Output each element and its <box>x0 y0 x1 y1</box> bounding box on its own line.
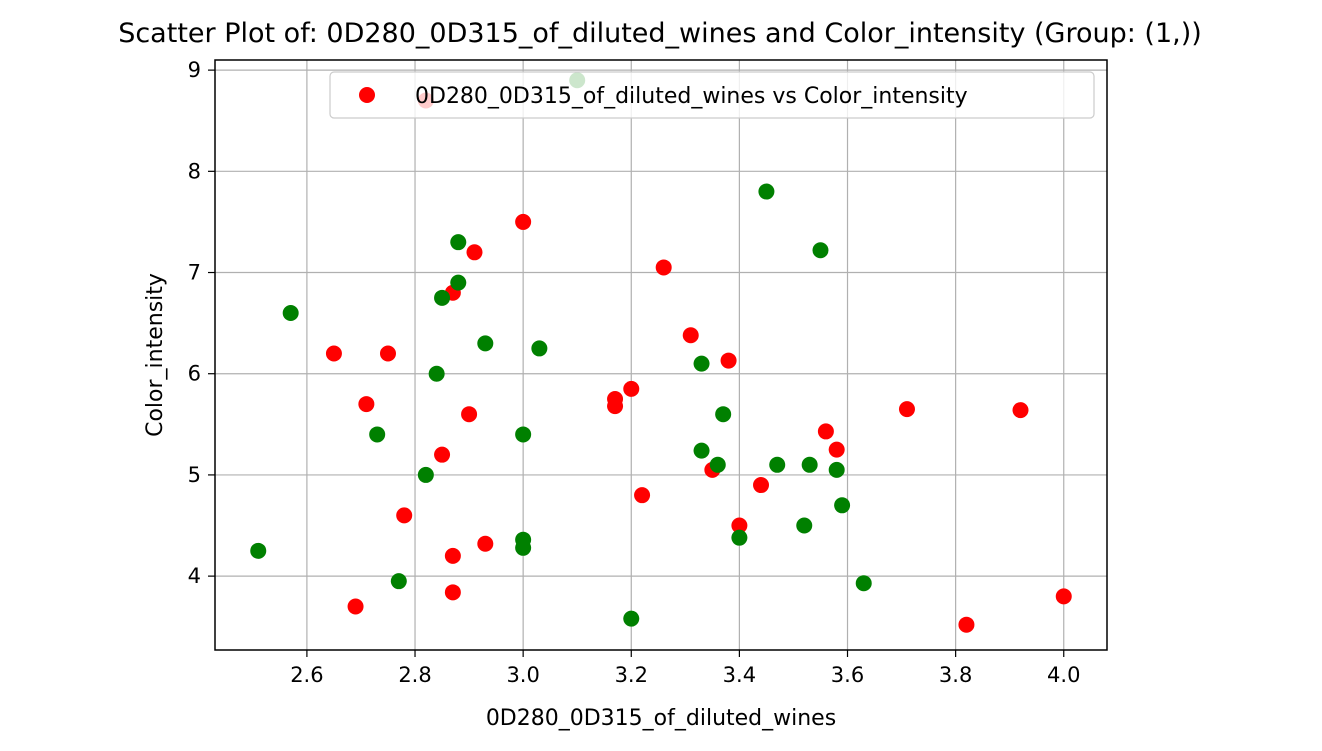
data-point-red <box>1012 402 1029 419</box>
data-point-green <box>477 335 494 352</box>
data-point-green <box>693 355 710 372</box>
data-point-red <box>898 401 915 418</box>
data-point-red <box>753 477 770 494</box>
data-point-red <box>731 517 748 534</box>
data-point-green <box>515 539 532 556</box>
grid-lines <box>215 60 1107 650</box>
data-point-red <box>634 487 651 504</box>
data-point-green <box>769 456 786 473</box>
y-tick-label: 8 <box>188 159 201 183</box>
data-point-green <box>834 497 851 514</box>
plot-area-frame <box>214 59 1108 651</box>
y-axis-label: Color_intensity <box>143 273 168 437</box>
data-point-red <box>477 535 494 552</box>
legend: 0D280_0D315_of_diluted_wines vs Color_in… <box>329 71 1095 119</box>
legend-marker-red <box>359 87 375 103</box>
data-point-red <box>466 244 483 261</box>
data-point-red <box>682 327 699 344</box>
data-point-green <box>796 517 813 534</box>
x-tick-label: 3.0 <box>506 663 539 687</box>
y-tick-label: 7 <box>188 261 201 285</box>
x-tick-label: 2.8 <box>398 663 431 687</box>
x-tick-label: 3.8 <box>939 663 972 687</box>
data-point-red <box>958 616 975 633</box>
data-point-green <box>390 573 407 590</box>
x-tick-label: 3.2 <box>615 663 648 687</box>
data-point-green <box>450 274 467 291</box>
data-point-red <box>1055 588 1072 605</box>
y-tick-label: 5 <box>188 463 201 487</box>
data-point-green <box>801 456 818 473</box>
data-point-red <box>325 345 342 362</box>
data-point-green <box>531 340 548 357</box>
y-tick-label: 9 <box>188 58 201 82</box>
data-point-green <box>715 406 732 423</box>
data-point-red <box>515 213 532 230</box>
data-point-red <box>461 406 478 423</box>
y-axis-ticks: 4 5 6 7 8 9 <box>188 58 215 588</box>
data-point-green <box>450 234 467 251</box>
x-axis-ticks: 2.6 2.8 3.0 3.2 3.4 3.6 3.8 4.0 <box>290 650 1080 687</box>
x-tick-label: 2.6 <box>290 663 323 687</box>
data-point-red <box>607 398 624 415</box>
x-tick-label: 3.4 <box>723 663 756 687</box>
data-point-green <box>731 529 748 546</box>
data-point-red <box>444 547 461 564</box>
data-point-red <box>817 423 834 440</box>
data-points <box>250 72 1072 633</box>
data-point-red <box>347 598 364 615</box>
chart-title: Scatter Plot of: 0D280_0D315_of_diluted_… <box>118 18 1202 49</box>
data-point-red <box>396 507 413 524</box>
data-point-red <box>655 259 672 276</box>
data-point-green <box>758 183 775 200</box>
data-point-green <box>855 575 872 592</box>
data-point-red <box>623 380 640 397</box>
data-point-red <box>434 446 451 463</box>
data-point-green <box>250 542 267 559</box>
data-point-green <box>428 365 445 382</box>
data-point-red <box>720 352 737 369</box>
data-point-red <box>828 441 845 458</box>
x-axis-label: 0D280_0D315_of_diluted_wines <box>486 706 836 731</box>
x-tick-label: 4.0 <box>1047 663 1080 687</box>
legend-label: 0D280_0D315_of_diluted_wines vs Color_in… <box>415 84 968 109</box>
data-point-green <box>434 289 451 306</box>
data-point-green <box>369 426 386 443</box>
data-point-green <box>282 305 299 322</box>
y-tick-label: 6 <box>188 362 201 386</box>
x-tick-label: 3.6 <box>831 663 864 687</box>
data-point-green <box>828 461 845 478</box>
legend-box <box>329 71 1095 119</box>
data-point-green <box>693 442 710 459</box>
data-point-green <box>623 610 640 627</box>
data-point-green <box>709 456 726 473</box>
data-point-red <box>379 345 396 362</box>
data-point-green <box>812 242 829 259</box>
data-point-red <box>358 396 375 413</box>
data-point-green <box>417 466 434 483</box>
data-point-green <box>515 426 532 443</box>
y-tick-label: 4 <box>188 564 201 588</box>
data-point-red <box>444 584 461 601</box>
